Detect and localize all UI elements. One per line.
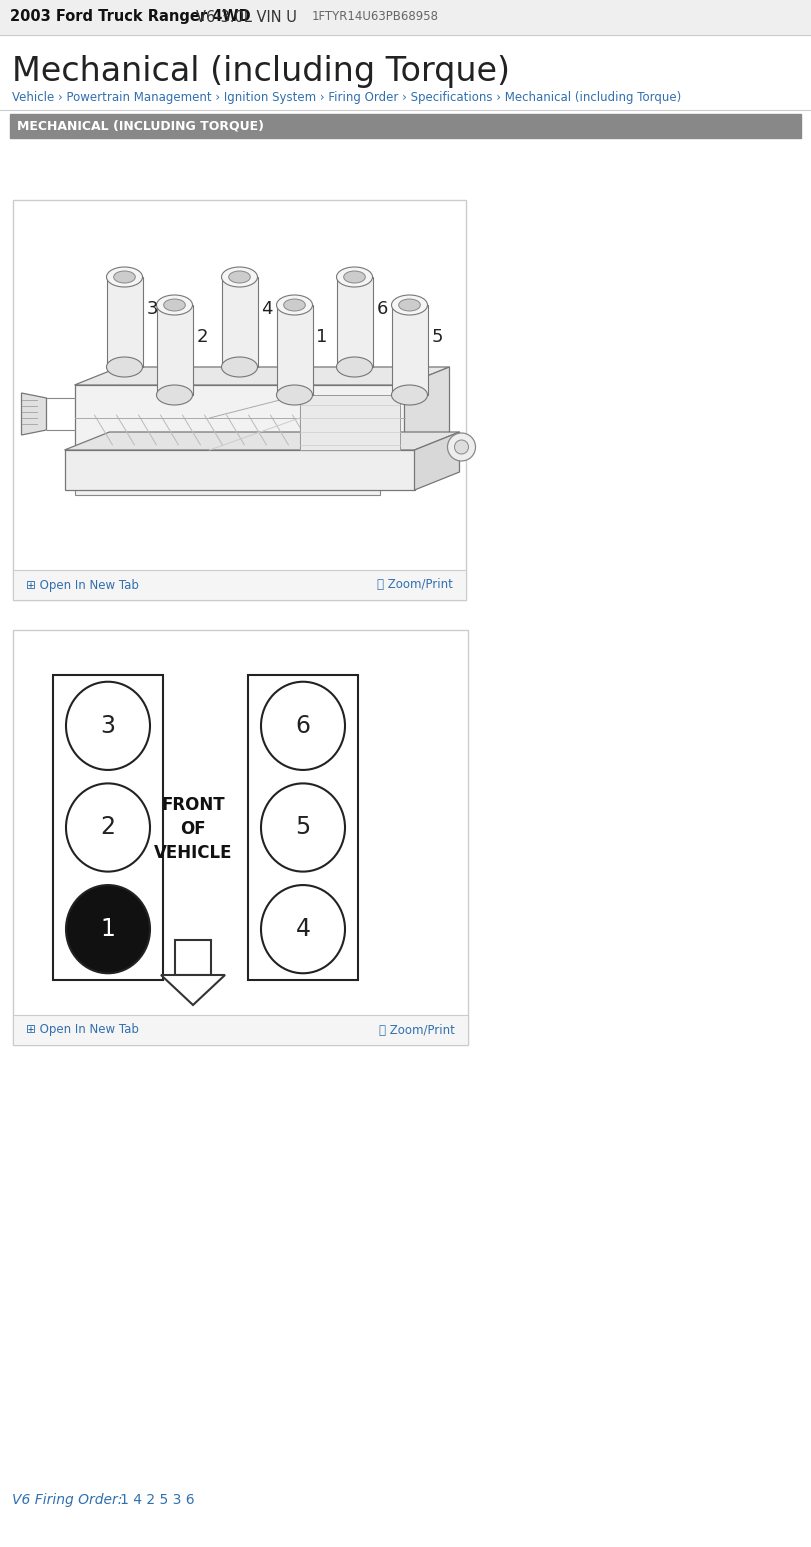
Polygon shape (65, 432, 460, 450)
Ellipse shape (157, 295, 192, 316)
Ellipse shape (66, 682, 150, 770)
Text: 1: 1 (316, 328, 328, 345)
Ellipse shape (114, 271, 135, 283)
Text: 🔍 Zoom/Print: 🔍 Zoom/Print (377, 579, 453, 591)
Bar (13, 569, 466, 600)
Polygon shape (75, 367, 449, 385)
Ellipse shape (106, 268, 143, 288)
Ellipse shape (392, 385, 427, 405)
Text: 2: 2 (101, 815, 115, 840)
Bar (392, 305, 427, 394)
Text: 4: 4 (295, 917, 311, 941)
Text: 5: 5 (431, 328, 443, 345)
Polygon shape (75, 385, 405, 450)
Bar (175, 941, 211, 975)
Ellipse shape (261, 885, 345, 973)
Text: MECHANICAL (INCLUDING TORQUE): MECHANICAL (INCLUDING TORQUE) (17, 119, 264, 133)
Text: 2: 2 (196, 328, 208, 345)
Text: 5: 5 (295, 815, 311, 840)
Text: 2003 Ford Truck Ranger 4WD: 2003 Ford Truck Ranger 4WD (10, 9, 251, 25)
Bar (13, 200, 466, 600)
Text: 3: 3 (101, 713, 115, 738)
Text: 1FTYR14U63PB68958: 1FTYR14U63PB68958 (312, 11, 439, 23)
Polygon shape (405, 367, 449, 450)
Text: FRONT: FRONT (161, 797, 225, 814)
Bar (13, 1015, 468, 1046)
Polygon shape (65, 450, 414, 490)
Ellipse shape (392, 295, 427, 316)
Bar (106, 277, 143, 367)
Ellipse shape (277, 295, 312, 316)
Ellipse shape (66, 885, 150, 973)
Text: 6: 6 (376, 300, 388, 317)
Text: 6: 6 (295, 713, 311, 738)
Ellipse shape (164, 299, 185, 311)
Text: 3: 3 (147, 300, 158, 317)
Polygon shape (75, 475, 380, 495)
Ellipse shape (66, 783, 150, 871)
Bar (13, 630, 468, 1046)
Text: 🔍 Zoom/Print: 🔍 Zoom/Print (379, 1024, 455, 1036)
Bar (277, 305, 312, 394)
Text: ⊞ Open In New Tab: ⊞ Open In New Tab (26, 1024, 139, 1036)
Polygon shape (22, 393, 46, 435)
Ellipse shape (337, 357, 372, 377)
Bar (157, 305, 192, 394)
Ellipse shape (399, 299, 420, 311)
Ellipse shape (448, 433, 475, 461)
Ellipse shape (454, 439, 469, 453)
Polygon shape (414, 432, 460, 490)
Ellipse shape (261, 783, 345, 871)
Text: Mechanical (including Torque): Mechanical (including Torque) (12, 56, 510, 88)
Ellipse shape (337, 268, 372, 288)
Ellipse shape (106, 357, 143, 377)
Bar (337, 277, 372, 367)
Polygon shape (161, 975, 225, 1006)
Text: ⊞ Open In New Tab: ⊞ Open In New Tab (26, 579, 139, 591)
Ellipse shape (284, 299, 305, 311)
Bar (10, 114, 801, 138)
Ellipse shape (344, 271, 365, 283)
Text: 4: 4 (261, 300, 273, 317)
Bar (248, 674, 358, 979)
Polygon shape (299, 394, 400, 450)
Text: VEHICLE: VEHICLE (154, 845, 232, 862)
Ellipse shape (157, 385, 192, 405)
Ellipse shape (221, 357, 258, 377)
Text: OF: OF (180, 820, 206, 838)
Ellipse shape (277, 385, 312, 405)
Ellipse shape (221, 268, 258, 288)
Bar (0, 0, 811, 36)
Text: V6 Firing Order:: V6 Firing Order: (12, 1493, 122, 1507)
Text: 1: 1 (101, 917, 115, 941)
Text: Vehicle › Powertrain Management › Ignition System › Firing Order › Specification: Vehicle › Powertrain Management › Igniti… (12, 91, 681, 105)
Ellipse shape (261, 682, 345, 770)
Text: 1 4 2 5 3 6: 1 4 2 5 3 6 (120, 1493, 195, 1507)
Text: V6-3.0L VIN U: V6-3.0L VIN U (196, 9, 297, 25)
Bar (221, 277, 258, 367)
Bar (53, 674, 163, 979)
Ellipse shape (229, 271, 251, 283)
